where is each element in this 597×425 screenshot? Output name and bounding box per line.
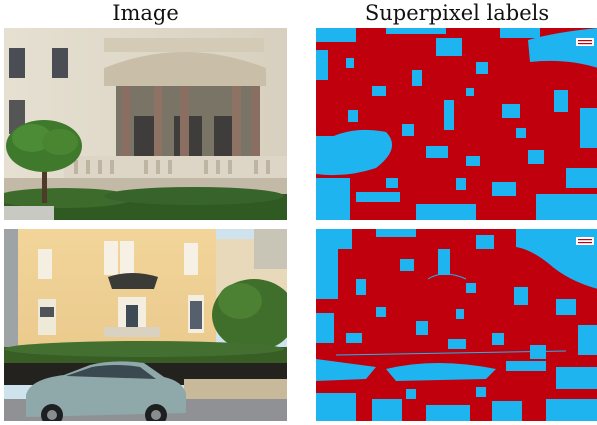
superpixel-label-map-1: [316, 28, 597, 220]
column-title-superpixel-labels: Superpixel labels: [364, 1, 550, 25]
column-title-image: Image: [112, 1, 179, 25]
photo-yellow-building-car: [4, 229, 287, 421]
photo-villa-columns: [4, 28, 287, 220]
superpixel-label-map-2: [316, 229, 597, 421]
